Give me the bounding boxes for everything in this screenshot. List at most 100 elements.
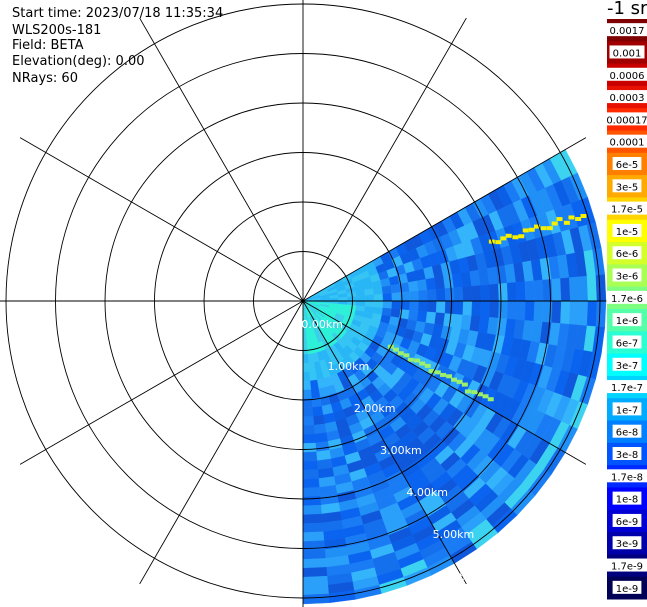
range-bin xyxy=(312,414,325,426)
range-bin xyxy=(302,513,323,524)
range-bin xyxy=(302,575,329,587)
range-bin xyxy=(302,336,308,346)
range-bin xyxy=(560,277,571,302)
colorbar-tick-label: 1.7e-6 xyxy=(611,294,643,305)
range-bin xyxy=(453,286,464,302)
feature-mark xyxy=(482,394,489,399)
range-bin xyxy=(416,279,428,292)
range-bin xyxy=(302,487,321,498)
spoke xyxy=(302,300,467,585)
range-bin xyxy=(498,300,509,320)
range-bin xyxy=(425,311,437,325)
colorbar-tick-label: 1e-6 xyxy=(616,316,639,327)
colorbar-tick-label: 0.0001 xyxy=(610,138,645,149)
colorbar-tick-label: 3e-5 xyxy=(616,182,639,193)
spoke xyxy=(302,137,587,302)
range-bin xyxy=(302,442,317,453)
spoke xyxy=(302,17,467,302)
colorbar-label-bg xyxy=(612,402,642,416)
range-bin xyxy=(312,406,324,417)
device-name: WLS200s-181 xyxy=(12,23,102,38)
colorbar-tick-label: 3e-7 xyxy=(616,361,639,372)
colorbar-tick-label: 1e-7 xyxy=(616,405,639,416)
range-bin xyxy=(302,567,328,578)
colorbar-tick-label: 3e-9 xyxy=(616,539,639,550)
range-bin xyxy=(381,285,392,295)
colorbar-tick-label: 6e-8 xyxy=(616,428,639,439)
colorbar-tick-label: 3e-6 xyxy=(616,272,639,283)
range-bin xyxy=(551,300,562,324)
colorbar-label-bg xyxy=(612,268,642,282)
feature-mark xyxy=(428,369,435,374)
feature-mark xyxy=(434,370,441,375)
range-bin xyxy=(308,370,318,382)
range-bin xyxy=(302,416,315,426)
range-bin xyxy=(409,300,420,312)
colorbar-tick-label: 3e-8 xyxy=(616,450,639,461)
range-bin xyxy=(302,362,310,373)
colorbar-label-bg xyxy=(609,45,645,59)
range-bin xyxy=(524,300,535,322)
range-bin xyxy=(302,540,325,551)
range-bin xyxy=(533,300,544,323)
feature-mark xyxy=(563,220,570,225)
range-bin xyxy=(302,407,314,418)
colorbar-tick-label: 0.001 xyxy=(613,48,642,59)
colorbar-label-bg xyxy=(612,335,642,349)
feature-mark xyxy=(533,224,540,229)
feature-mark xyxy=(551,221,558,226)
colorbar-tick-label: 0.00017 xyxy=(606,115,647,126)
range-bin xyxy=(416,310,428,323)
range-bin xyxy=(427,300,437,313)
range-bin xyxy=(595,300,607,328)
colorbar-label-bg xyxy=(612,491,642,505)
range-bin xyxy=(471,285,482,302)
colorbar-label-bg xyxy=(612,513,642,527)
range-labels: 0.00km 1.00km 2.00km 3.00km 4.00km 5.00km 6 xyxy=(301,318,474,583)
range-bin xyxy=(453,300,464,316)
feature-mark xyxy=(397,351,404,356)
range-bin xyxy=(302,504,322,516)
range-bin xyxy=(302,371,311,382)
range-bin xyxy=(373,300,384,309)
field-name: Field: BETA xyxy=(12,38,84,53)
range-label: 1.00km xyxy=(328,360,370,373)
range-bin xyxy=(425,277,437,291)
colorbar-label-bg xyxy=(603,112,647,126)
colorbar-unit: -1 sr xyxy=(607,0,647,19)
feature-mark xyxy=(471,390,478,395)
feature-mark xyxy=(546,226,553,231)
nrays: NRays: 60 xyxy=(12,71,78,86)
colorbar-tick-label: 1.7e-7 xyxy=(611,383,643,394)
range-bin xyxy=(356,295,366,302)
range-bin xyxy=(515,281,526,302)
spoke xyxy=(139,300,304,585)
range-bin xyxy=(444,287,455,302)
feature-mark xyxy=(495,240,502,245)
colorbar-label-bg xyxy=(612,536,642,550)
colorbar-label-bg xyxy=(612,357,642,371)
range-bin xyxy=(302,593,330,605)
range-bin xyxy=(560,300,571,325)
colorbar-label-bg xyxy=(606,134,647,148)
range-bin xyxy=(533,279,544,302)
colorbar-label-bg xyxy=(612,223,642,237)
colorbar-tick-label: 1.7e-9 xyxy=(611,562,643,573)
range-bin xyxy=(302,451,318,462)
range-bin xyxy=(302,478,320,489)
colorbar-tick-label: 6e-6 xyxy=(616,249,639,260)
feature-mark xyxy=(505,233,512,238)
range-bin xyxy=(462,286,473,302)
feature-mark xyxy=(556,217,563,222)
spoke xyxy=(302,300,587,465)
range-bin xyxy=(409,290,420,302)
colorbar-tick-label: 1e-9 xyxy=(616,584,639,595)
colorbar-tick-label: 6e-9 xyxy=(616,517,639,528)
range-bin xyxy=(586,275,598,302)
range-bin xyxy=(542,300,553,323)
range-bin xyxy=(382,300,393,309)
feature-mark xyxy=(522,228,529,233)
range-bin xyxy=(309,379,319,390)
range-label: 5.00km xyxy=(433,528,475,541)
range-bin xyxy=(506,300,518,320)
